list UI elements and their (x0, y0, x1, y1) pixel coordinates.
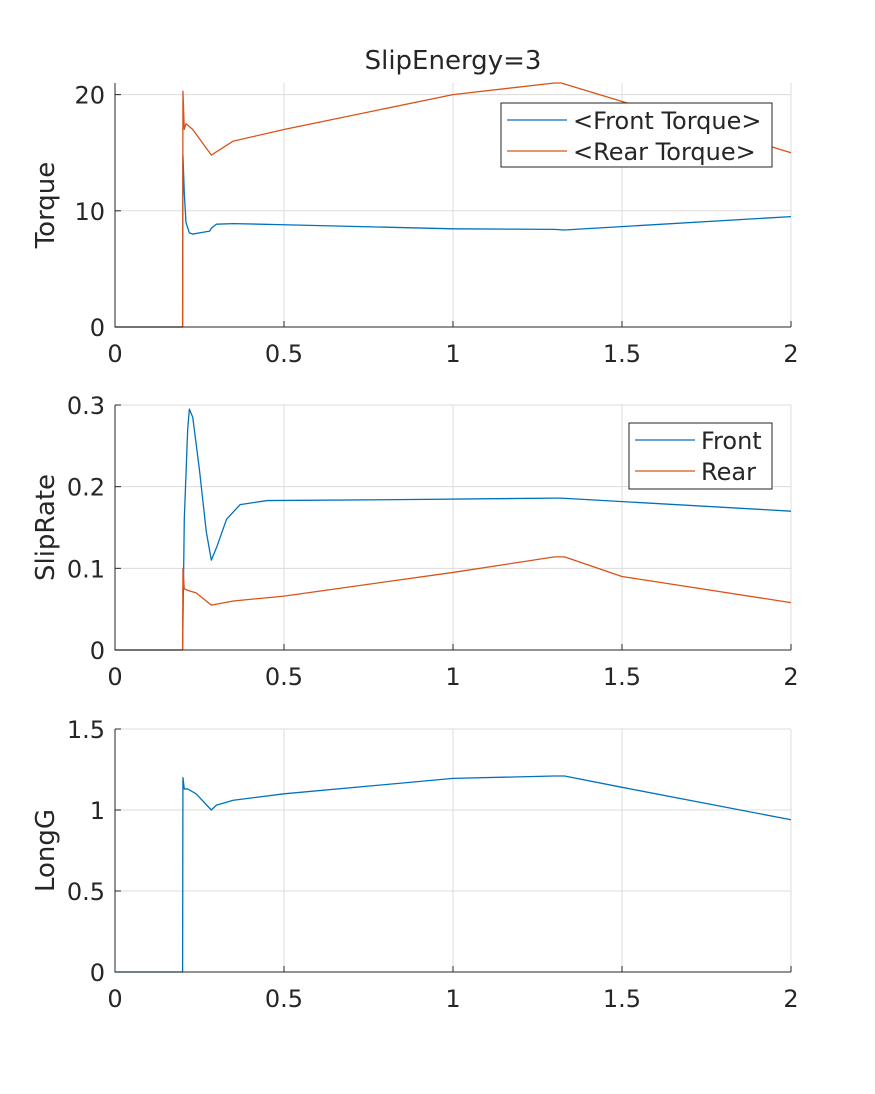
y-tick-label: 0 (90, 314, 105, 342)
x-tick-label: 2 (783, 663, 798, 691)
legend: <Front Torque> <Rear Torque> (500, 102, 773, 168)
x-tick-label: 2 (783, 340, 798, 368)
y-axis-label: LongG (31, 809, 61, 892)
legend-entry: Front (701, 427, 762, 455)
legend-entry: <Front Torque> (573, 107, 761, 135)
series-line-front-torque (115, 154, 792, 328)
y-tick-label: 0.1 (67, 555, 105, 583)
y-axis-label: SlipRate (31, 474, 61, 581)
y-tick-label: 10 (74, 198, 105, 226)
y-tick-label: 1.5 (67, 716, 105, 744)
x-tick-label: 1.5 (603, 985, 641, 1013)
x-tick-label: 0 (107, 663, 122, 691)
series-line-longg (115, 775, 792, 973)
sliprate-panel: 0 0.5 1 1.5 2 0 0.1 0.2 0.3 SlipRate Front Rear (31, 392, 799, 691)
series-line-rear (115, 556, 792, 651)
series-line-rear-torque (115, 82, 792, 328)
x-tick-label: 2 (783, 985, 798, 1013)
longg-panel: 0 0.5 1 1.5 2 0 0.5 1 1.5 LongG (31, 716, 799, 1013)
y-tick-label: 0.3 (67, 392, 105, 420)
legend: Front Rear (628, 422, 773, 490)
y-tick-label: 0 (90, 637, 105, 665)
chart-title: SlipEnergy=3 (365, 46, 542, 76)
legend-box (628, 422, 773, 490)
x-tick-label: 0.5 (265, 985, 303, 1013)
x-tick-label: 1 (445, 663, 460, 691)
y-tick-label: 0 (90, 959, 105, 987)
legend-entry: Rear (701, 458, 756, 486)
x-tick-label: 0.5 (265, 663, 303, 691)
x-tick-label: 1 (445, 340, 460, 368)
y-axis-label: Torque (31, 162, 61, 250)
x-tick-label: 0.5 (265, 340, 303, 368)
y-tick-label: 1 (90, 797, 105, 825)
y-tick-label: 0.2 (67, 474, 105, 502)
series-line-front (115, 408, 792, 651)
y-tick-label: 0.5 (67, 878, 105, 906)
x-tick-label: 0 (107, 985, 122, 1013)
x-tick-label: 1 (445, 985, 460, 1013)
x-tick-label: 0 (107, 340, 122, 368)
x-tick-label: 1.5 (603, 340, 641, 368)
x-tick-label: 1.5 (603, 663, 641, 691)
y-tick-label: 20 (74, 82, 105, 110)
legend-box (500, 102, 773, 168)
legend-entry: <Rear Torque> (573, 138, 756, 166)
